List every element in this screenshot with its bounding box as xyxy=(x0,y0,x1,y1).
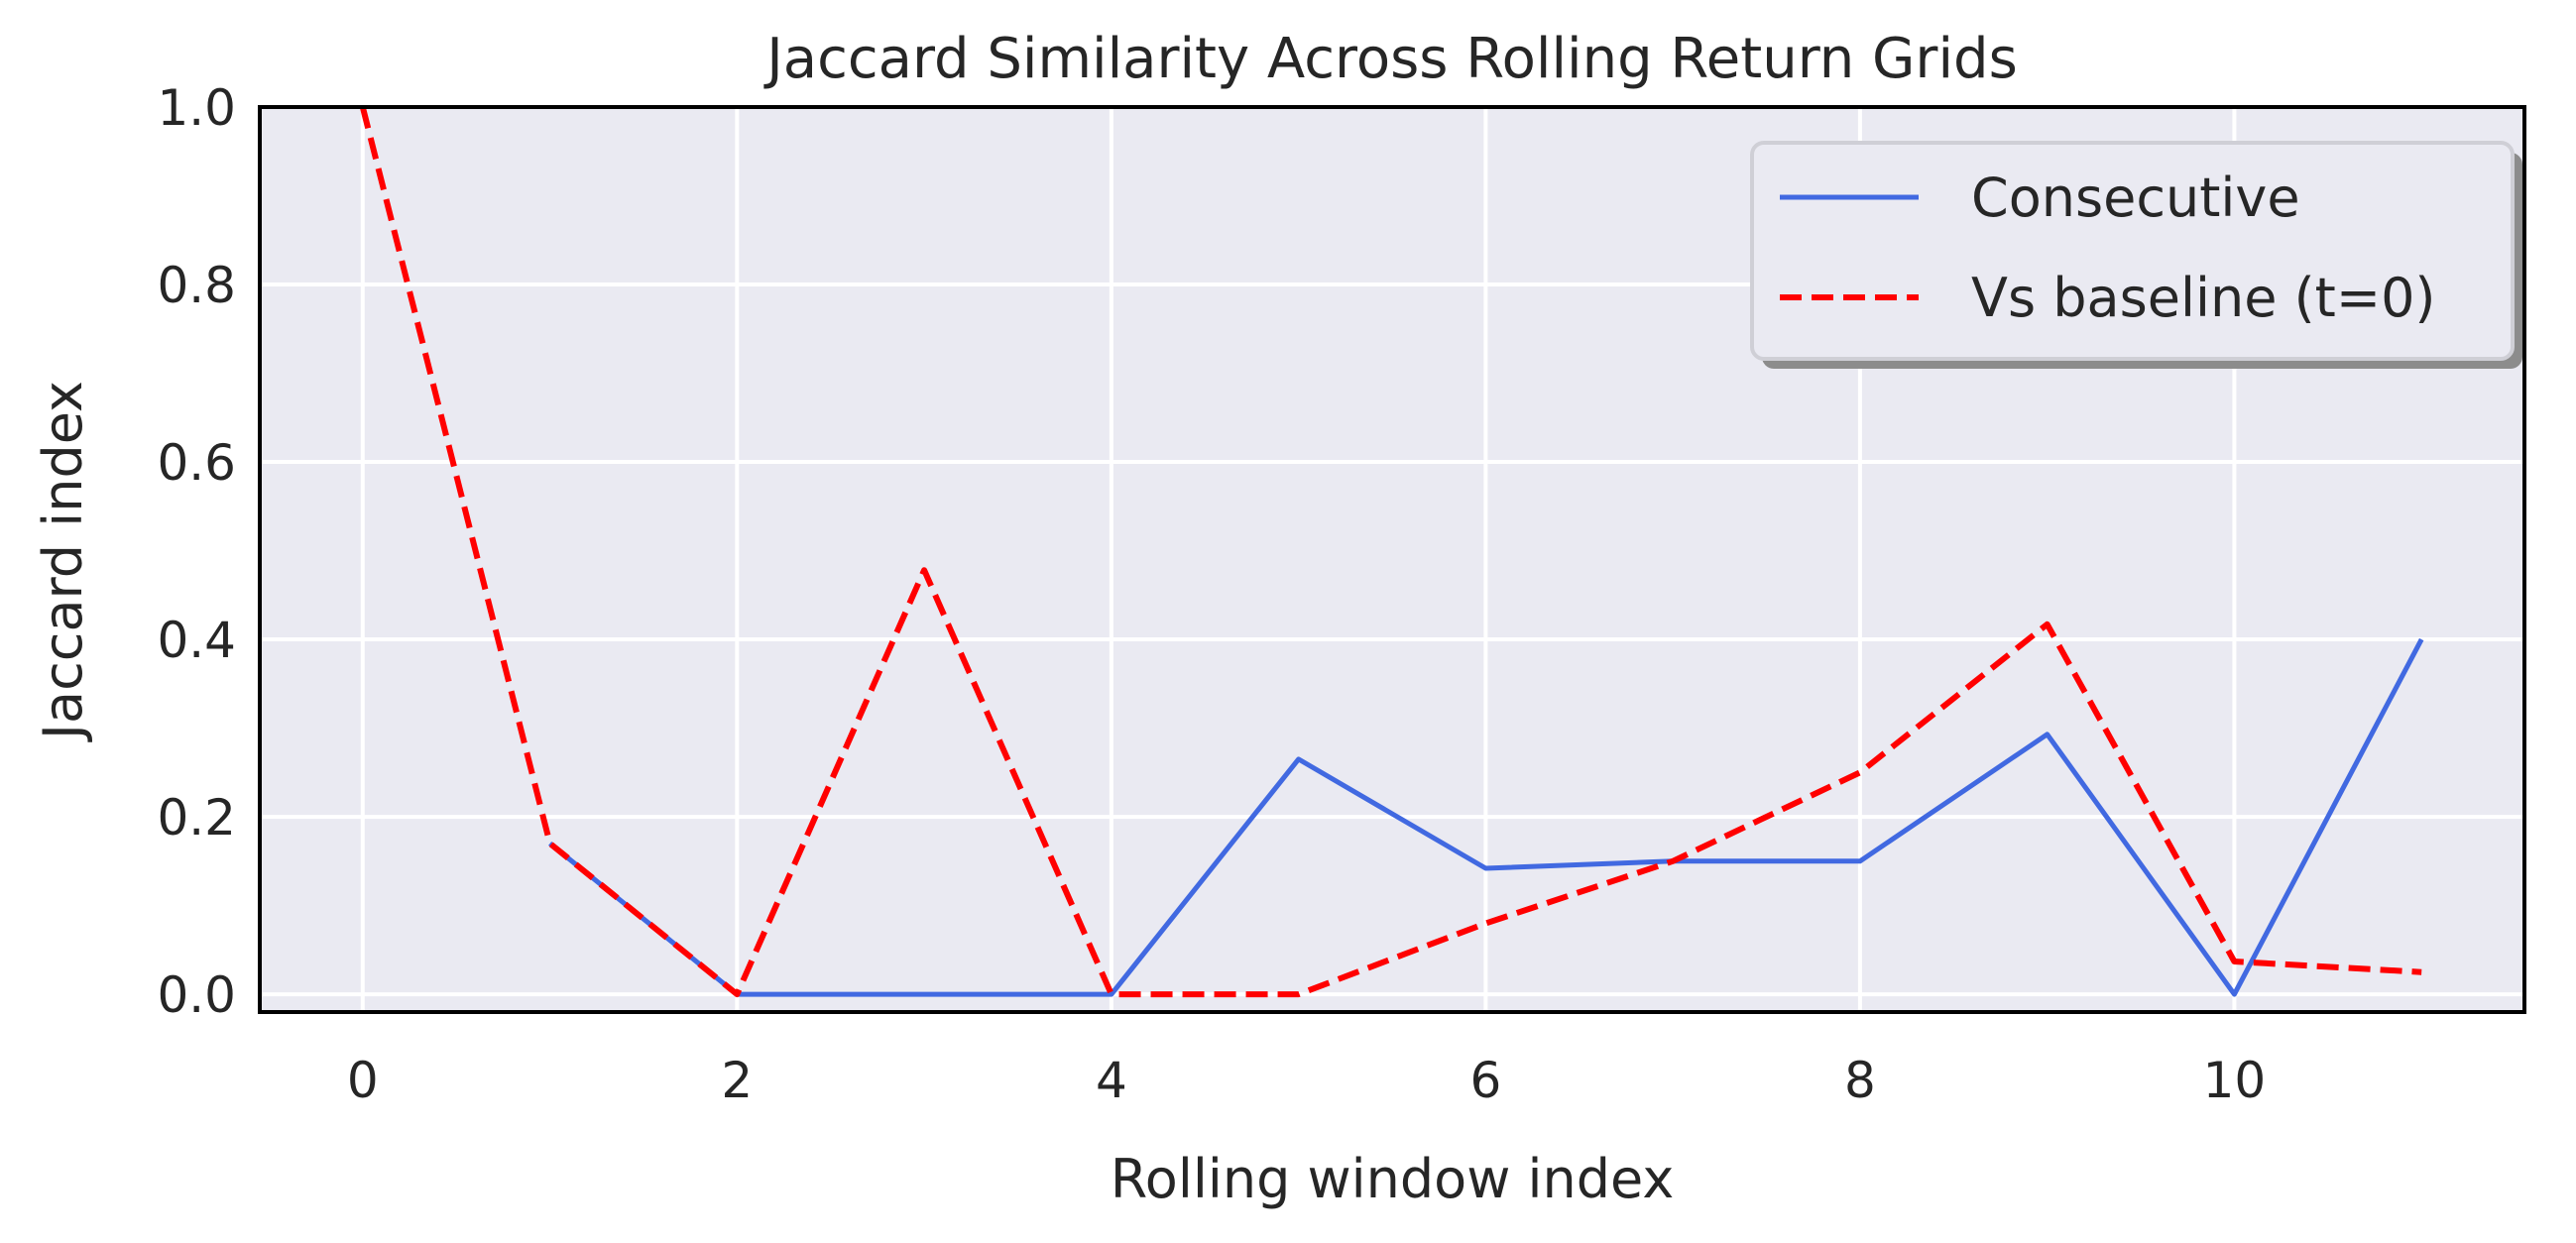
y-tick-label: 1.0 xyxy=(157,79,236,137)
series-layer xyxy=(359,106,2424,998)
legend-label-baseline: Vs baseline (t=0) xyxy=(1971,267,2436,329)
x-tick-label: 10 xyxy=(2203,1052,2267,1109)
x-tick-label: 2 xyxy=(721,1052,753,1109)
x-tick-label: 8 xyxy=(1844,1052,1876,1109)
x-axis-label: Rolling window index xyxy=(1111,1148,1675,1210)
y-tick-label: 0.6 xyxy=(157,434,236,492)
series-line-1 xyxy=(359,106,2422,998)
x-tick-label: 0 xyxy=(347,1052,379,1109)
y-tick-label: 0.8 xyxy=(157,257,236,314)
x-tick-label: 6 xyxy=(1469,1052,1501,1109)
y-tick-label: 0.2 xyxy=(157,789,236,847)
legend-label-consecutive: Consecutive xyxy=(1971,167,2300,229)
y-tick-label: 0.4 xyxy=(157,612,236,669)
legend: Consecutive Vs baseline (t=0) xyxy=(1750,141,2522,369)
chart-title: Jaccard Similarity Across Rolling Return… xyxy=(763,27,2018,91)
y-tick-labels: 0.0 0.2 0.4 0.6 0.8 1.0 xyxy=(157,79,236,1024)
plot-frame xyxy=(258,105,2526,1014)
legend-box xyxy=(1750,141,2515,361)
y-axis-label: Jaccard index xyxy=(32,381,94,742)
y-tick-label: 0.0 xyxy=(157,966,236,1024)
x-tick-labels: 0 2 4 6 8 10 xyxy=(347,1052,2266,1109)
series-line-0 xyxy=(548,637,2424,997)
x-tick-label: 4 xyxy=(1096,1052,1127,1109)
